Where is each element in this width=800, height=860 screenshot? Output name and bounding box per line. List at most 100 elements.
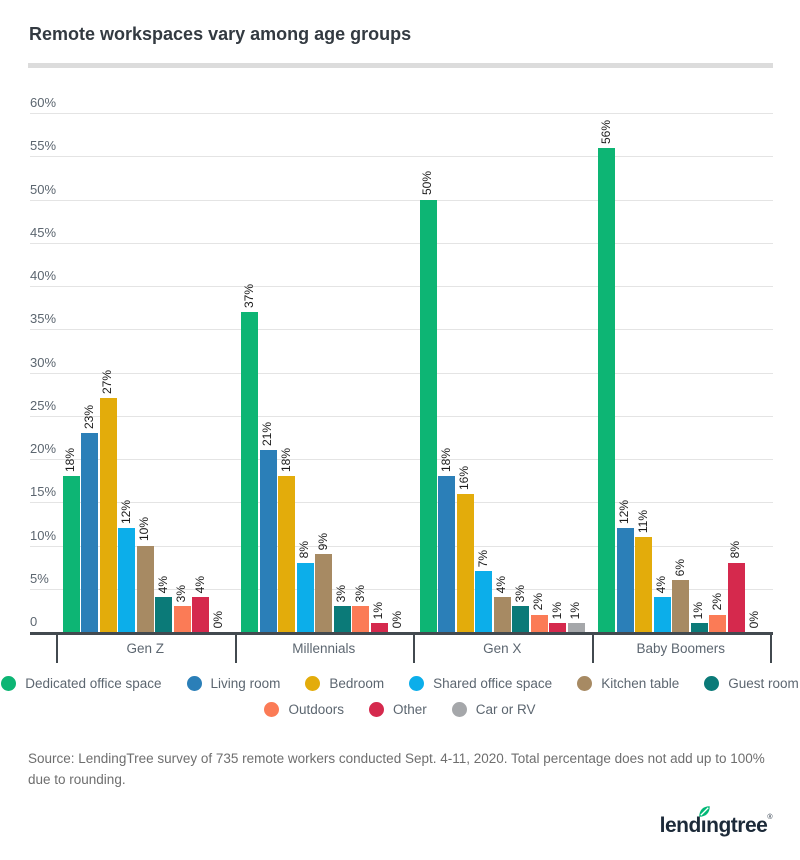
legend-label: Other <box>392 702 427 717</box>
bar <box>81 433 99 632</box>
legend-row: Dedicated office space Living room Bedroom… <box>1 676 799 691</box>
gridline <box>30 588 773 590</box>
source-note: Source: LendingTree survey of 735 remote… <box>28 751 765 787</box>
legend-item: Living room <box>186 676 280 691</box>
bar-value-label: 3% <box>352 584 367 603</box>
y-tick-label: 45% <box>30 224 57 240</box>
chart-title: Remote workspaces vary among age groups <box>29 24 412 44</box>
bar <box>419 199 437 632</box>
bar-value-label: 9% <box>315 532 330 551</box>
gridline <box>30 329 773 331</box>
bar-value-label: 18% <box>278 448 293 473</box>
bar <box>616 528 634 632</box>
bar-value-label: 8% <box>728 541 743 559</box>
x-category-label: Millennials <box>292 641 356 656</box>
bar <box>456 493 474 632</box>
bar-value-label: 0% <box>389 610 404 628</box>
legend-swatch-icon <box>451 702 467 717</box>
y-tick-label: 5% <box>30 570 49 586</box>
bar <box>352 606 370 632</box>
legend-item: Kitchen table <box>577 676 679 691</box>
bar-value-label: 8% <box>297 541 312 559</box>
legend-label: Kitchen table <box>601 676 680 691</box>
bar <box>672 580 690 632</box>
legend-row: Outdoors Other Car or RV <box>264 702 536 717</box>
legend-item: Outdoors <box>264 702 344 717</box>
bar <box>296 562 314 632</box>
bar-value-label: 56% <box>598 119 613 144</box>
y-tick-label: 60% <box>30 95 57 110</box>
bar <box>333 606 351 632</box>
legend-item: Shared office space <box>409 676 552 691</box>
bar <box>549 623 567 632</box>
legend-label: Dedicated office space <box>25 676 162 691</box>
bar-value-label: 4% <box>654 576 669 594</box>
bar <box>62 476 80 632</box>
bar <box>475 571 493 632</box>
y-tick-label: 40% <box>30 268 57 283</box>
y-tick-label: 30% <box>30 354 57 370</box>
legend-label: Outdoors <box>288 702 344 717</box>
legend-swatch-icon <box>1 676 17 691</box>
legend-swatch-icon <box>305 676 321 691</box>
legend-swatch-icon <box>577 676 593 691</box>
logo-letter-i: ı <box>699 806 710 838</box>
y-tick-label: 0 <box>30 614 38 629</box>
legend-label: Car or RV <box>475 702 536 717</box>
bar <box>173 606 191 632</box>
bar-value-label: 23% <box>81 405 96 430</box>
legend-swatch-icon <box>368 702 384 717</box>
bar <box>278 476 296 632</box>
y-tick-label: 10% <box>30 527 57 543</box>
gridline <box>30 502 773 504</box>
legend-label: Guest room <box>728 676 799 691</box>
lendingtree-logo: lendı ngtree® <box>660 806 772 838</box>
x-category-label: Gen Z <box>126 641 164 656</box>
gridline <box>30 242 773 244</box>
gridline <box>30 286 773 287</box>
gridline <box>30 415 773 417</box>
chart-legend: Dedicated office space Living room Bedroom… <box>0 676 800 717</box>
bar-value-label: 0% <box>211 610 226 628</box>
logo-text-suffix: ngtree <box>706 814 768 837</box>
legend-swatch-icon <box>409 676 425 691</box>
bar <box>653 597 671 632</box>
bar-value-label: 1% <box>691 602 706 620</box>
bar <box>99 398 117 632</box>
bar-value-label: 1% <box>568 602 583 620</box>
bar <box>727 562 745 632</box>
bar <box>530 614 548 632</box>
bar <box>259 450 277 632</box>
y-tick-label: 35% <box>30 311 57 327</box>
bar-value-label: 12% <box>118 500 133 525</box>
bar <box>635 536 653 632</box>
bar-value-label: 50% <box>420 171 435 196</box>
bar <box>493 597 511 632</box>
group-separator <box>770 634 772 663</box>
gridline <box>30 372 773 374</box>
bar-value-label: 6% <box>672 558 687 577</box>
legend-item: Car or RV <box>451 702 536 717</box>
x-category-label: Gen X <box>483 641 522 656</box>
bar-value-label: 3% <box>174 584 189 603</box>
bar-value-label: 3% <box>512 584 527 603</box>
legend-item: Other <box>368 702 427 717</box>
bar-value-label: 37% <box>241 283 256 308</box>
group-separator <box>234 634 237 663</box>
bar-value-label: 7% <box>475 550 490 568</box>
group-separator <box>56 634 58 663</box>
bar <box>241 311 259 632</box>
bar-value-label: 27% <box>100 370 115 395</box>
x-category-label: Baby Boomers <box>636 641 726 656</box>
bar-value-label: 18% <box>63 448 78 473</box>
bar-value-label: 3% <box>334 584 349 603</box>
bar <box>598 147 616 632</box>
gridline <box>30 113 773 114</box>
legend-label: Shared office space <box>433 676 553 691</box>
gridline <box>30 199 773 201</box>
y-tick-label: 55% <box>30 138 57 154</box>
bar-value-label: 18% <box>438 448 453 473</box>
y-tick-label: 50% <box>30 181 57 197</box>
bar <box>192 597 210 632</box>
